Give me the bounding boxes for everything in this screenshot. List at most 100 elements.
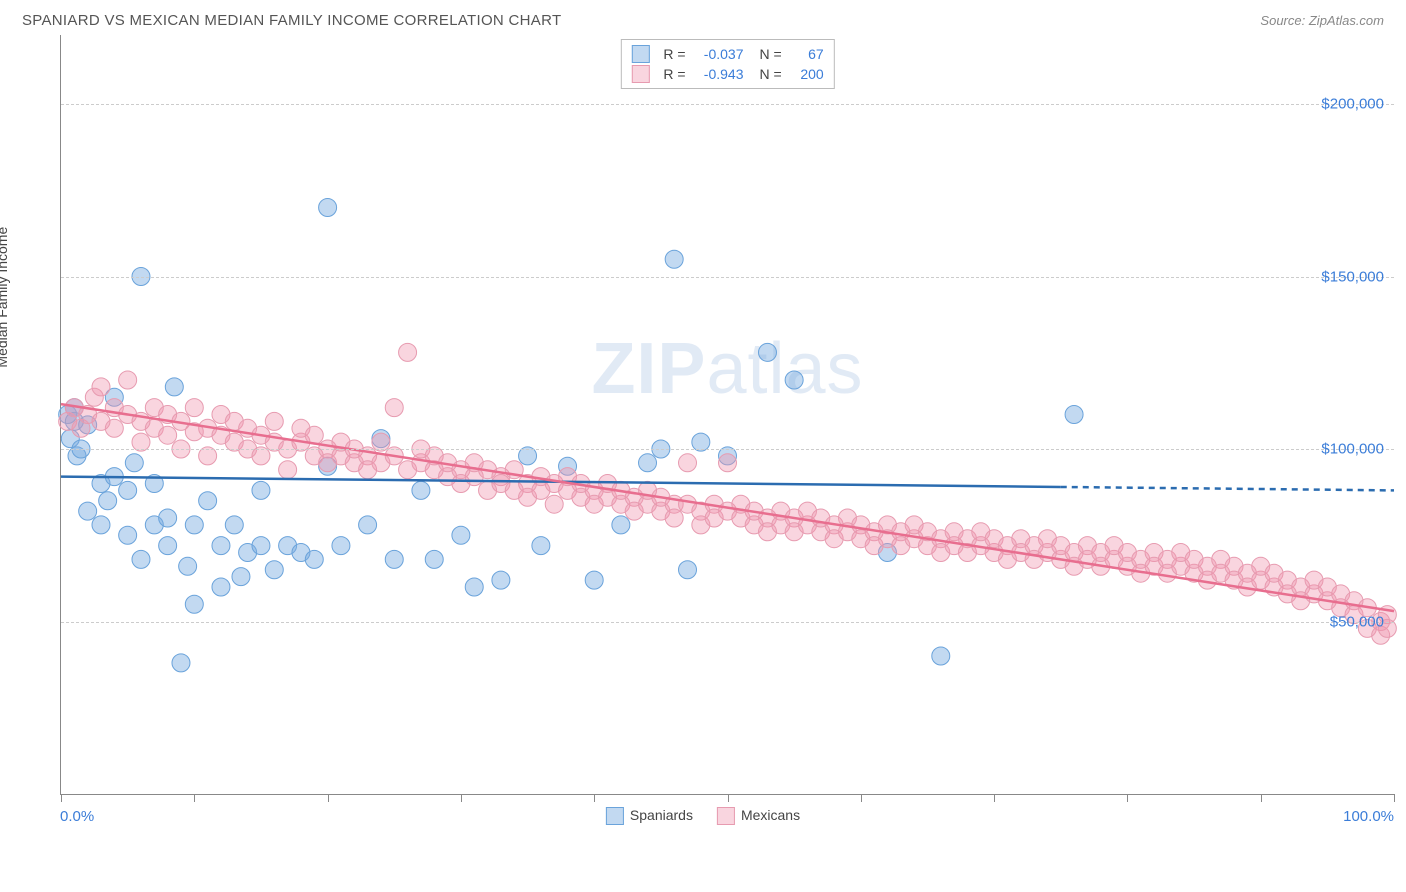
y-tick-label: $100,000 xyxy=(1321,441,1384,458)
x-tick xyxy=(1394,794,1395,802)
stat-r-value: -0.943 xyxy=(694,66,744,82)
scatter-point xyxy=(665,250,683,268)
scatter-point xyxy=(679,454,697,472)
scatter-point xyxy=(185,399,203,417)
x-axis-right-label: 100.0% xyxy=(1343,808,1394,825)
scatter-point xyxy=(305,550,323,568)
x-tick xyxy=(194,794,195,802)
scatter-point xyxy=(332,537,350,555)
scatter-point xyxy=(492,571,510,589)
scatter-point xyxy=(532,537,550,555)
scatter-point xyxy=(385,550,403,568)
scatter-point xyxy=(465,578,483,596)
stat-n-label: N = xyxy=(760,46,782,62)
scatter-point xyxy=(132,550,150,568)
scatter-point xyxy=(232,568,250,586)
regression-line xyxy=(61,404,1394,611)
scatter-point xyxy=(199,492,217,510)
x-tick xyxy=(328,794,329,802)
source-label: Source: xyxy=(1260,13,1305,28)
scatter-point xyxy=(212,537,230,555)
stat-n-value: 200 xyxy=(790,66,824,82)
x-tick xyxy=(728,794,729,802)
scatter-point xyxy=(385,399,403,417)
scatter-point xyxy=(79,502,97,520)
scatter-point xyxy=(125,454,143,472)
scatter-point xyxy=(585,571,603,589)
scatter-point xyxy=(159,509,177,527)
scatter-point xyxy=(172,654,190,672)
scatter-point xyxy=(265,561,283,579)
y-axis-label: Median Family Income xyxy=(0,227,10,368)
scatter-point xyxy=(185,595,203,613)
scatter-point xyxy=(319,199,337,217)
scatter-point xyxy=(265,412,283,430)
scatter-point xyxy=(399,343,417,361)
legend-item: Spaniards xyxy=(606,807,693,825)
y-tick-label: $50,000 xyxy=(1330,613,1384,630)
legend-swatch xyxy=(606,807,624,825)
chart-header: SPANIARD VS MEXICAN MEDIAN FAMILY INCOME… xyxy=(12,12,1394,35)
legend-swatch xyxy=(717,807,735,825)
y-tick-label: $200,000 xyxy=(1321,96,1384,113)
scatter-point xyxy=(179,557,197,575)
scatter-point xyxy=(412,481,430,499)
scatter-point xyxy=(252,481,270,499)
stat-n-value: 67 xyxy=(790,46,824,62)
scatter-point xyxy=(612,516,630,534)
gridline xyxy=(61,277,1394,278)
scatter-point xyxy=(279,461,297,479)
stats-row: R = -0.943 N = 200 xyxy=(631,64,823,84)
scatter-point xyxy=(252,537,270,555)
scatter-point xyxy=(225,516,243,534)
scatter-point xyxy=(785,371,803,389)
scatter-point xyxy=(639,454,657,472)
legend-label: Spaniards xyxy=(630,807,693,823)
stat-n-label: N = xyxy=(760,66,782,82)
scatter-point xyxy=(545,495,563,513)
scatter-point xyxy=(105,419,123,437)
scatter-point xyxy=(679,561,697,579)
plot-area: ZIPatlas R =-0.037N =67R =-0.943N =200 $… xyxy=(60,35,1394,795)
legend-item: Mexicans xyxy=(717,807,800,825)
plot-svg xyxy=(61,35,1394,794)
y-tick-label: $150,000 xyxy=(1321,268,1384,285)
scatter-point xyxy=(212,578,230,596)
scatter-point xyxy=(425,550,443,568)
chart-container: Median Family Income ZIPatlas R =-0.037N… xyxy=(12,35,1394,825)
x-tick xyxy=(1127,794,1128,802)
legend-swatch xyxy=(631,45,649,63)
regression-line-extrapolated xyxy=(1061,487,1394,490)
scatter-point xyxy=(758,343,776,361)
x-tick xyxy=(61,794,62,802)
chart-source: Source: ZipAtlas.com xyxy=(1260,13,1384,28)
x-tick xyxy=(861,794,862,802)
scatter-point xyxy=(452,526,470,544)
scatter-point xyxy=(1065,406,1083,424)
stat-r-label: R = xyxy=(663,46,685,62)
chart-title: SPANIARD VS MEXICAN MEDIAN FAMILY INCOME… xyxy=(22,12,561,29)
stats-legend-box: R = -0.037 N = 67 R = -0.943 N = 200 xyxy=(620,39,834,89)
source-value: ZipAtlas.com xyxy=(1309,13,1384,28)
scatter-point xyxy=(99,492,117,510)
x-tick xyxy=(1261,794,1262,802)
stat-r-value: -0.037 xyxy=(694,46,744,62)
x-tick xyxy=(594,794,595,802)
scatter-point xyxy=(719,454,737,472)
scatter-point xyxy=(119,526,137,544)
stats-row: R = -0.037 N = 67 xyxy=(631,44,823,64)
scatter-point xyxy=(165,378,183,396)
scatter-point xyxy=(159,426,177,444)
scatter-point xyxy=(185,516,203,534)
scatter-point xyxy=(119,371,137,389)
scatter-point xyxy=(119,481,137,499)
x-axis-left-label: 0.0% xyxy=(60,808,94,825)
scatter-point xyxy=(665,509,683,527)
stat-r-label: R = xyxy=(663,66,685,82)
scatter-point xyxy=(92,378,110,396)
scatter-point xyxy=(359,516,377,534)
gridline xyxy=(61,622,1394,623)
gridline xyxy=(61,449,1394,450)
scatter-point xyxy=(932,647,950,665)
x-tick xyxy=(461,794,462,802)
